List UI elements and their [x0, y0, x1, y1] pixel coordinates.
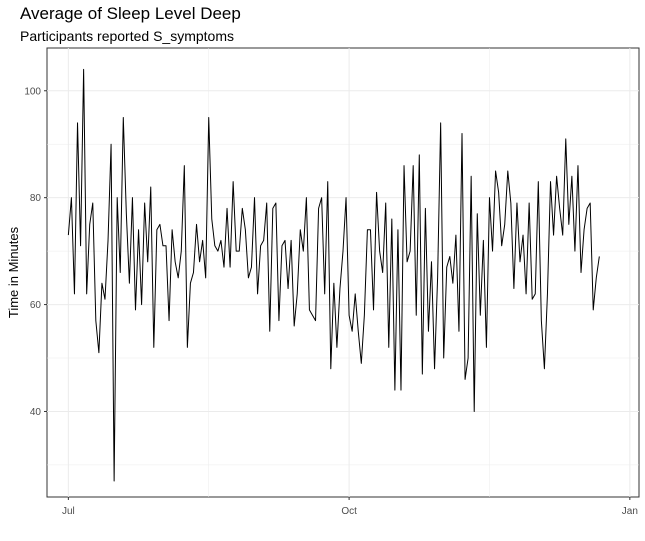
x-tick-label: Jan: [622, 506, 638, 517]
panel-border: [46, 47, 640, 498]
series-line: [67, 68, 600, 482]
x-tick-label: Oct: [341, 506, 357, 517]
grid-lines: [47, 48, 639, 497]
y-tick-label: 100: [24, 86, 41, 97]
x-tick-label: Jul: [62, 506, 75, 517]
chart-subtitle: Participants reported S_symptoms: [20, 28, 234, 44]
y-tick-label: 60: [30, 300, 42, 311]
y-axis-title: Time in Minutes: [6, 226, 21, 318]
chart-title: Average of Sleep Level Deep: [20, 4, 241, 23]
axes: 40 60 80 100 Jul Oct Jan: [24, 86, 638, 517]
y-tick-label: 80: [30, 193, 42, 204]
y-tick-label: 40: [30, 407, 42, 418]
